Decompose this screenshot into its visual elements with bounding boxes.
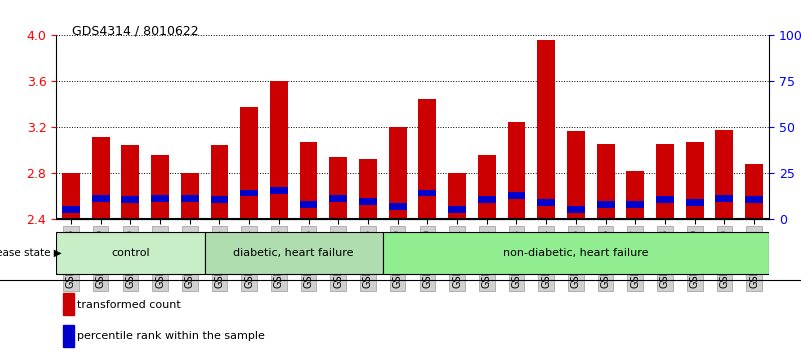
Bar (63, 293, 74, 315)
FancyBboxPatch shape (204, 233, 383, 274)
Bar (656, 143, 674, 219)
Bar (211, 196, 228, 203)
Text: diabetic, heart failure: diabetic, heart failure (233, 248, 354, 258)
Bar (300, 201, 317, 208)
Bar (359, 198, 376, 205)
Bar (597, 201, 614, 208)
Bar (686, 199, 703, 206)
Bar (418, 189, 437, 196)
Bar (91, 137, 110, 219)
Bar (626, 171, 644, 219)
Bar (329, 157, 347, 219)
FancyBboxPatch shape (56, 233, 204, 274)
Bar (270, 187, 288, 194)
Bar (122, 196, 139, 203)
Bar (508, 122, 525, 219)
Bar (745, 164, 763, 219)
Bar (715, 195, 733, 202)
Text: percentile rank within the sample: percentile rank within the sample (78, 331, 265, 342)
Bar (270, 81, 288, 219)
Text: GDS4314 / 8010622: GDS4314 / 8010622 (72, 25, 199, 38)
Bar (211, 145, 228, 219)
Bar (626, 201, 644, 208)
Bar (181, 195, 199, 202)
Bar (359, 159, 376, 219)
Bar (181, 173, 199, 219)
Bar (567, 206, 585, 212)
Bar (62, 206, 80, 212)
Bar (508, 192, 525, 199)
Bar (151, 155, 169, 219)
Bar (122, 145, 139, 219)
Bar (388, 127, 407, 219)
Bar (300, 142, 317, 219)
Bar (240, 107, 258, 219)
Bar (151, 195, 169, 202)
Bar (478, 155, 496, 219)
Bar (478, 196, 496, 203)
Bar (715, 130, 733, 219)
Bar (329, 195, 347, 202)
Bar (686, 142, 703, 219)
Bar (448, 206, 466, 212)
Bar (418, 99, 437, 219)
Bar (656, 196, 674, 203)
Bar (62, 173, 80, 219)
Text: control: control (111, 248, 150, 258)
Bar (537, 199, 555, 206)
Bar (567, 131, 585, 219)
Text: non-diabetic, heart failure: non-diabetic, heart failure (503, 248, 649, 258)
Bar (63, 325, 74, 347)
Bar (91, 195, 110, 202)
Text: disease state ▶: disease state ▶ (0, 248, 61, 258)
Bar (240, 189, 258, 196)
FancyBboxPatch shape (383, 233, 769, 274)
Bar (745, 196, 763, 203)
Text: transformed count: transformed count (78, 299, 181, 310)
Bar (388, 203, 407, 210)
Bar (448, 173, 466, 219)
Bar (597, 143, 614, 219)
Bar (537, 40, 555, 219)
